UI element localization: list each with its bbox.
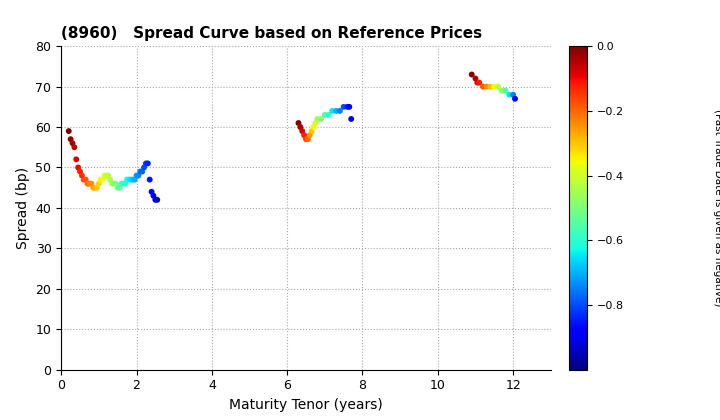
Point xyxy=(496,87,508,94)
Point xyxy=(116,180,127,187)
Y-axis label: Spread (bp): Spread (bp) xyxy=(16,167,30,249)
Point xyxy=(466,71,477,78)
Point xyxy=(112,184,123,191)
Point xyxy=(86,180,97,187)
Point xyxy=(146,188,158,195)
Point xyxy=(508,91,519,98)
Point xyxy=(334,108,346,114)
Point xyxy=(71,156,82,163)
Point xyxy=(136,168,148,175)
Point xyxy=(125,176,137,183)
Point xyxy=(129,176,140,183)
Point xyxy=(503,91,515,98)
Point xyxy=(82,180,94,187)
Text: (8960)   Spread Curve based on Reference Prices: (8960) Spread Curve based on Reference P… xyxy=(61,26,482,41)
Point xyxy=(342,103,354,110)
Point xyxy=(99,172,110,179)
Point xyxy=(117,180,129,187)
Point xyxy=(138,164,150,171)
Point xyxy=(150,197,161,203)
Point xyxy=(327,108,338,114)
Point xyxy=(500,87,511,94)
Point xyxy=(148,192,159,199)
Point xyxy=(140,160,152,167)
Point xyxy=(151,197,163,203)
Point xyxy=(123,176,135,183)
Point xyxy=(472,79,483,86)
Point xyxy=(108,180,120,187)
Point xyxy=(481,83,492,90)
Point xyxy=(76,172,88,179)
Point xyxy=(298,132,310,139)
Point xyxy=(114,184,125,191)
Point xyxy=(142,160,153,167)
Point xyxy=(91,184,103,191)
Point xyxy=(89,184,101,191)
Point xyxy=(120,180,131,187)
X-axis label: Maturity Tenor (years): Maturity Tenor (years) xyxy=(229,398,383,412)
Point xyxy=(306,128,318,134)
Point xyxy=(127,176,138,183)
Point xyxy=(297,128,308,134)
Point xyxy=(323,112,334,118)
Point xyxy=(132,172,144,179)
Point xyxy=(485,83,496,90)
Point xyxy=(131,172,143,179)
Point xyxy=(110,180,122,187)
Point xyxy=(74,168,86,175)
Point xyxy=(135,168,146,175)
Point xyxy=(95,176,107,183)
Point xyxy=(304,132,315,139)
Point xyxy=(330,108,342,114)
Point xyxy=(343,103,355,110)
Point xyxy=(104,176,116,183)
Point xyxy=(73,164,84,171)
Point xyxy=(144,176,156,183)
Point xyxy=(63,128,74,134)
Point xyxy=(78,176,89,183)
Point xyxy=(294,123,306,130)
Point xyxy=(107,180,118,187)
Point xyxy=(84,180,95,187)
Point xyxy=(80,176,91,183)
Point xyxy=(102,172,114,179)
Point xyxy=(469,75,481,82)
Point xyxy=(310,120,321,126)
Point xyxy=(302,136,314,142)
Point xyxy=(346,116,357,122)
Y-axis label: Time in years between 5/2/2025 and Trade Date
(Past Trade Date is given as negat: Time in years between 5/2/2025 and Trade… xyxy=(713,82,720,333)
Point xyxy=(293,120,305,126)
Point xyxy=(307,123,319,130)
Point xyxy=(492,83,504,90)
Point xyxy=(477,83,489,90)
Point xyxy=(474,79,485,86)
Point xyxy=(67,140,78,147)
Point xyxy=(93,180,104,187)
Point xyxy=(97,176,109,183)
Point xyxy=(87,184,99,191)
Point xyxy=(489,83,500,90)
Point xyxy=(312,116,323,122)
Point xyxy=(300,136,312,142)
Point xyxy=(65,136,76,142)
Point xyxy=(338,103,349,110)
Point xyxy=(68,144,80,151)
Point xyxy=(122,176,133,183)
Point xyxy=(319,112,330,118)
Point xyxy=(509,95,521,102)
Point xyxy=(101,172,112,179)
Point xyxy=(315,116,327,122)
